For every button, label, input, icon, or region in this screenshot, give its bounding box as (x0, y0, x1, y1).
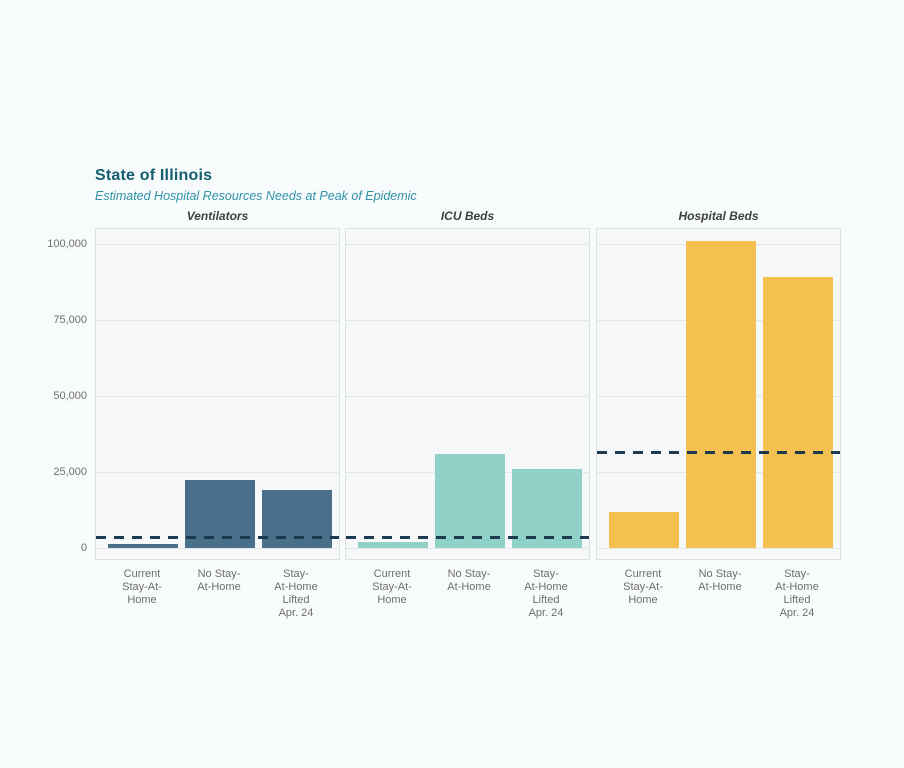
capacity-dashed-line (96, 535, 339, 539)
x-axis-tick-label: No Stay- At-Home (447, 568, 491, 593)
facet-title-ventilators: Ventilators (186, 209, 249, 223)
y-axis-tick-label: 0 (80, 542, 87, 554)
bar-stay-at-home-lifted-apr-24 (763, 277, 833, 548)
gridline (597, 548, 840, 549)
x-axis-tick-label: Current Stay-At- Home (623, 568, 663, 606)
gridline (346, 244, 589, 245)
x-axis-tick-label: No Stay- At-Home (197, 568, 241, 593)
bar-stay-at-home-lifted-apr-24 (262, 490, 332, 548)
gridline (96, 548, 339, 549)
gridline (346, 320, 589, 321)
x-axis-tick-label: Current Stay-At- Home (372, 568, 412, 606)
x-axis-tick-label: Stay- At-Home Lifted Apr. 24 (524, 568, 568, 619)
y-axis-tick-label: 75,000 (53, 314, 87, 326)
bar-no-stay-at-home (686, 241, 756, 548)
bar-no-stay-at-home (435, 454, 505, 548)
gridline (96, 320, 339, 321)
gridline (346, 548, 589, 549)
facet-panel-hospital-beds (596, 228, 841, 560)
y-axis-tick-label: 25,000 (53, 466, 87, 478)
capacity-dashed-line (346, 535, 589, 539)
bar-current-stay-at-home (609, 512, 679, 548)
gridline (96, 472, 339, 473)
y-axis-tick-label: 50,000 (53, 390, 87, 402)
bar-current-stay-at-home (358, 542, 428, 548)
x-axis-tick-label: No Stay- At-Home (698, 568, 742, 593)
facet-title-icu-beds: ICU Beds (440, 209, 495, 223)
bar-stay-at-home-lifted-apr-24 (512, 469, 582, 548)
gridline (96, 244, 339, 245)
facet-panel-ventilators (95, 228, 340, 560)
gridline (96, 396, 339, 397)
facet-title-hospital-beds: Hospital Beds (678, 209, 759, 223)
capacity-dashed-line (597, 450, 840, 454)
x-axis-tick-label: Current Stay-At- Home (122, 568, 162, 606)
y-axis-tick-label: 100,000 (47, 238, 87, 250)
gridline (346, 396, 589, 397)
x-axis-tick-label: Stay- At-Home Lifted Apr. 24 (775, 568, 819, 619)
facet-panel-icu-beds (345, 228, 590, 560)
bar-current-stay-at-home (108, 544, 178, 548)
chart-subtitle: Estimated Hospital Resources Needs at Pe… (95, 189, 417, 203)
x-axis-tick-label: Stay- At-Home Lifted Apr. 24 (274, 568, 318, 619)
chart-title: State of Illinois (95, 167, 213, 184)
